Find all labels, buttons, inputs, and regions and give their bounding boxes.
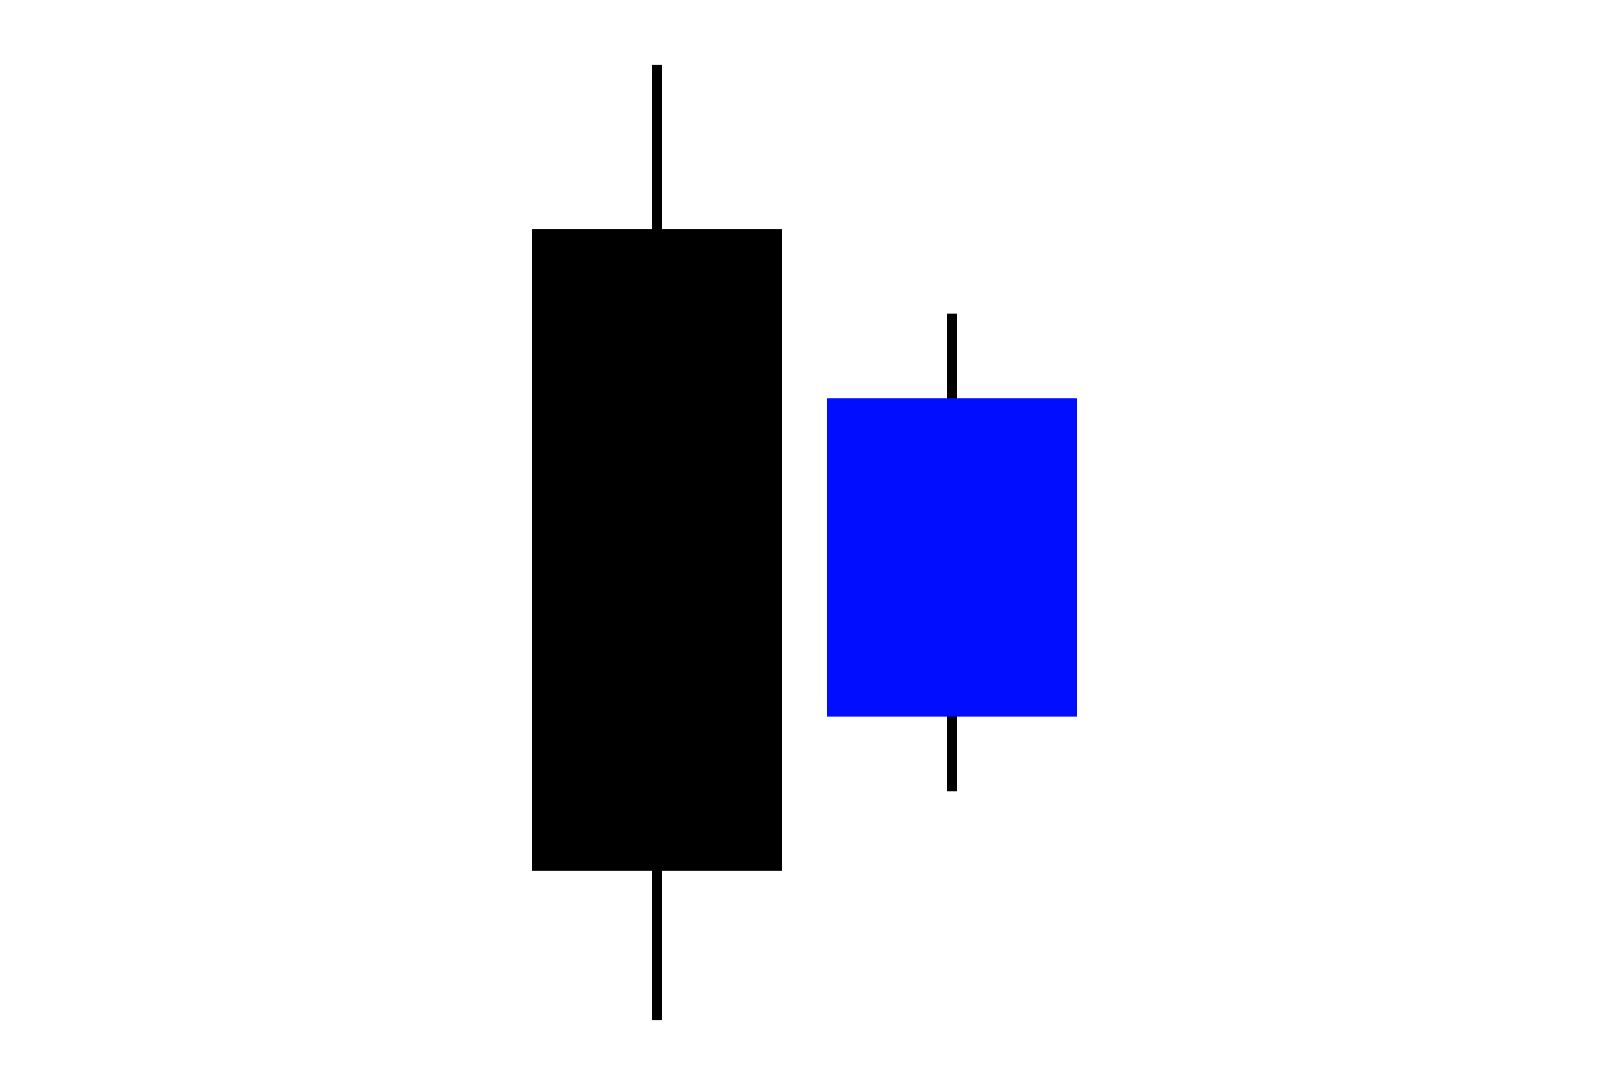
candle-1-body <box>532 229 782 871</box>
candle-2-body <box>827 398 1077 717</box>
candles-group <box>532 64 1077 1021</box>
